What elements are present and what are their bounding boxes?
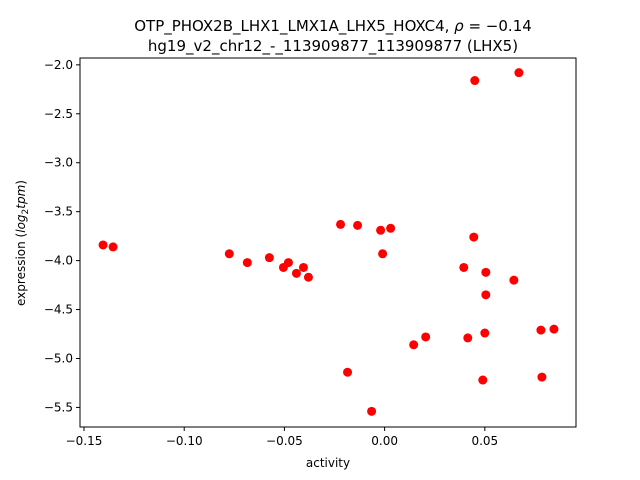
x-tick-label: −0.15 <box>66 434 103 448</box>
data-point <box>459 262 469 272</box>
data-point <box>343 367 353 377</box>
data-point <box>537 372 547 382</box>
y-tick-label: −4.5 <box>44 303 73 317</box>
data-point <box>478 375 488 385</box>
plot-area-frame <box>79 57 577 428</box>
data-point <box>536 325 546 335</box>
data-point <box>291 268 301 278</box>
data-point <box>509 275 519 285</box>
chart-title-line1: OTP_PHOX2B_LHX1_LMX1A_LHX5_HOXC4, ρ = −0… <box>134 17 532 36</box>
x-tick-label: −0.05 <box>266 434 303 448</box>
data-points <box>98 68 559 416</box>
y-axis-label: expression (log2tpm) <box>14 180 31 306</box>
x-tick-label: 0.00 <box>371 434 398 448</box>
data-point <box>480 328 490 338</box>
data-point <box>470 76 480 86</box>
data-point <box>283 258 293 268</box>
y-tick-label: −5.5 <box>44 400 73 414</box>
data-point <box>549 324 559 334</box>
data-point <box>336 219 346 229</box>
data-point <box>353 220 363 230</box>
y-tick-label: −4.0 <box>44 254 73 268</box>
data-point <box>463 333 473 343</box>
y-tick-label: −3.0 <box>44 156 73 170</box>
chart-title-line2: hg19_v2_chr12_-_113909877_113909877 (LHX… <box>148 37 518 56</box>
x-axis-label: activity <box>306 456 350 470</box>
data-point <box>469 232 479 242</box>
data-point <box>367 406 377 416</box>
data-point <box>421 332 431 342</box>
data-point <box>224 249 234 259</box>
data-point <box>298 262 308 272</box>
x-axis-ticks: −0.15 −0.10 −0.05 0.00 0.05 <box>66 427 498 448</box>
data-point <box>108 242 118 252</box>
data-point <box>386 223 396 233</box>
data-point <box>242 258 252 268</box>
y-tick-label: −3.5 <box>44 205 73 219</box>
y-axis-ticks: −5.5 −5.0 −4.5 −4.0 −3.5 −3.0 −2.5 −2.0 <box>44 58 80 414</box>
y-tick-label: −2.0 <box>44 58 73 72</box>
y-tick-label: −2.5 <box>44 107 73 121</box>
data-point <box>514 68 524 78</box>
data-point <box>378 249 388 259</box>
x-tick-label: 0.05 <box>471 434 498 448</box>
data-point <box>481 290 491 300</box>
data-point <box>409 340 419 350</box>
data-point <box>98 240 108 250</box>
x-tick-label: −0.10 <box>166 434 203 448</box>
data-point <box>376 225 386 235</box>
data-point <box>481 267 491 277</box>
y-tick-label: −5.0 <box>44 351 73 365</box>
data-point <box>303 272 313 282</box>
data-point <box>264 253 274 263</box>
